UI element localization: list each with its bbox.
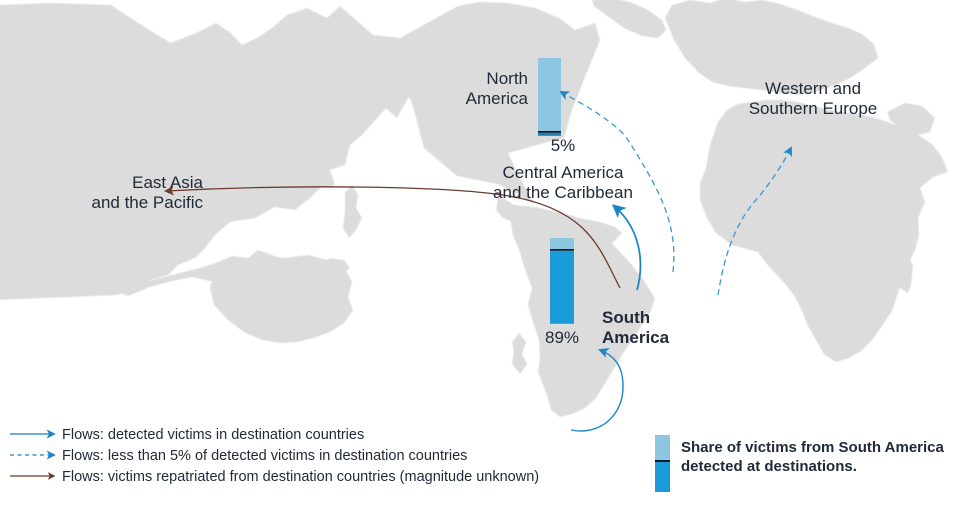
svg-text:North: North <box>486 69 528 88</box>
svg-text:detected at destinations.: detected at destinations. <box>681 458 857 475</box>
svg-text:Share of victims from South Am: Share of victims from South America <box>681 439 945 456</box>
svg-text:Flows: victims repatriated fro: Flows: victims repatriated from destinat… <box>62 469 539 485</box>
svg-text:East Asia: East Asia <box>132 173 203 192</box>
svg-text:Southern Europe: Southern Europe <box>749 99 878 118</box>
svg-text:Flows: less than 5% of detecte: Flows: less than 5% of detected victims … <box>62 448 467 464</box>
svg-text:Flows: detected victims in des: Flows: detected victims in destination c… <box>62 427 364 443</box>
svg-text:and the Pacific: and the Pacific <box>91 193 203 212</box>
svg-text:South: South <box>602 308 650 327</box>
svg-text:America: America <box>466 89 529 108</box>
svg-text:Western and: Western and <box>765 79 861 98</box>
svg-text:America: America <box>602 328 670 347</box>
svg-text:Central America: Central America <box>503 163 624 182</box>
svg-text:and the Caribbean: and the Caribbean <box>493 183 633 202</box>
svg-text:89%: 89% <box>545 328 579 347</box>
svg-text:5%: 5% <box>551 136 576 155</box>
